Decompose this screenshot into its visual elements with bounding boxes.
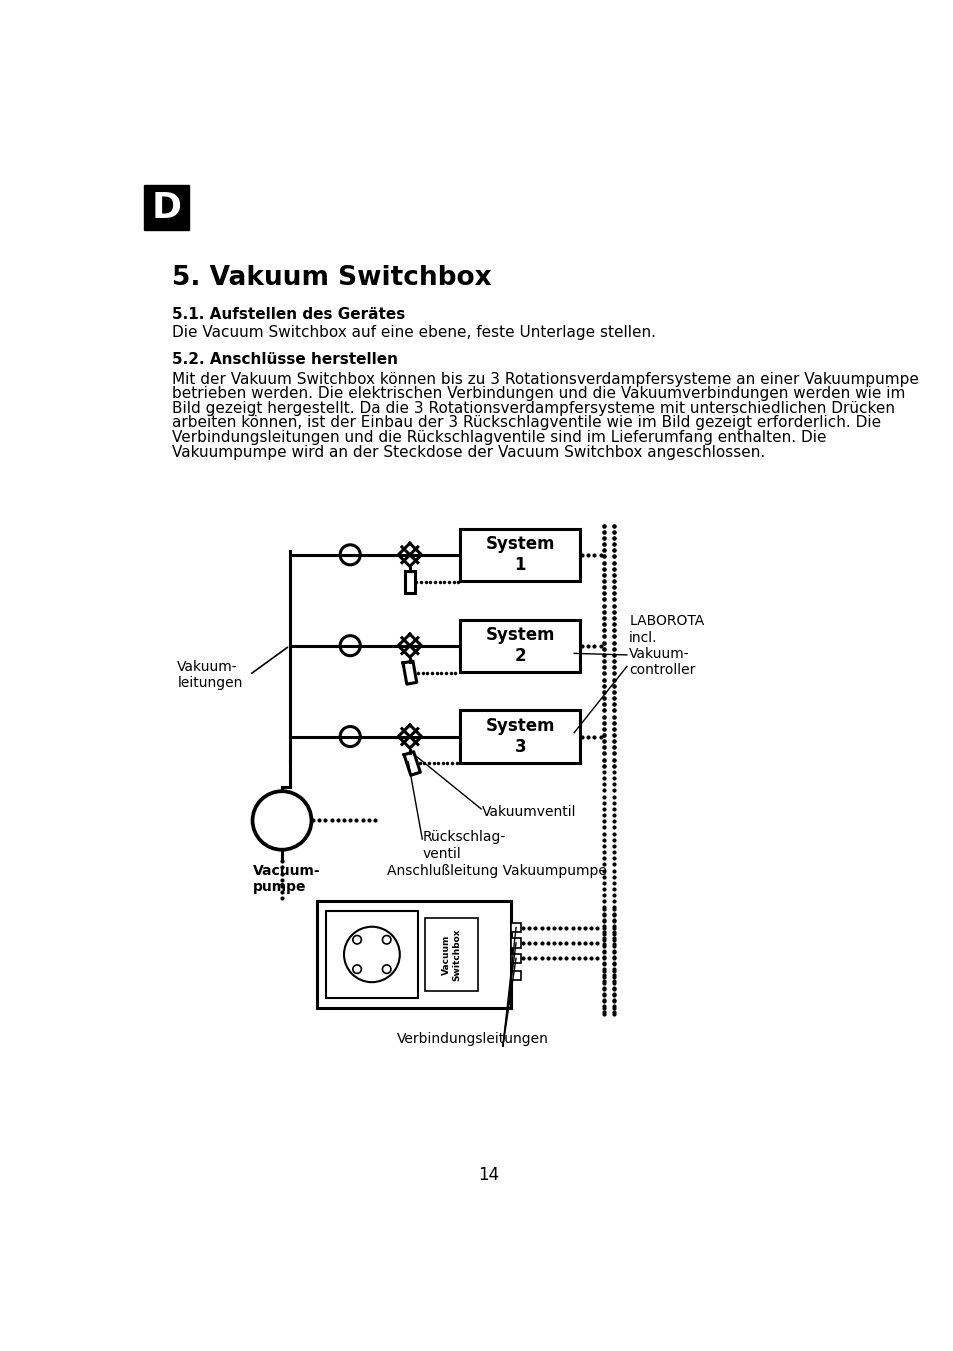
FancyBboxPatch shape xyxy=(144,185,189,230)
Text: D: D xyxy=(152,190,181,224)
Text: Vakuumventil: Vakuumventil xyxy=(481,805,576,819)
Text: System
1: System 1 xyxy=(485,535,555,574)
Text: Vakuum-
leitungen: Vakuum- leitungen xyxy=(177,659,242,690)
FancyBboxPatch shape xyxy=(326,911,417,998)
Text: Vacuum-
pumpe: Vacuum- pumpe xyxy=(253,863,320,894)
FancyBboxPatch shape xyxy=(316,901,510,1008)
Text: 5.2. Anschlüsse herstellen: 5.2. Anschlüsse herstellen xyxy=(172,353,397,367)
FancyBboxPatch shape xyxy=(404,571,415,593)
FancyBboxPatch shape xyxy=(510,923,521,932)
Text: 14: 14 xyxy=(477,1166,499,1183)
Text: Vacuum
Switchbox: Vacuum Switchbox xyxy=(441,928,461,981)
Text: Verbindungsleitungen und die Rückschlagventile sind im Lieferumfang enthalten. D: Verbindungsleitungen und die Rückschlagv… xyxy=(172,430,825,444)
Text: System
3: System 3 xyxy=(485,717,555,757)
FancyBboxPatch shape xyxy=(510,939,521,947)
Text: Verbindungsleitungen: Verbindungsleitungen xyxy=(396,1032,548,1046)
FancyBboxPatch shape xyxy=(425,919,477,990)
Text: LABOROTA
incl.
Vakuum-
controller: LABOROTA incl. Vakuum- controller xyxy=(629,615,703,677)
FancyBboxPatch shape xyxy=(510,954,521,963)
Text: Bild gezeigt hergestellt. Da die 3 Rotationsverdampfersysteme mit unterschiedlic: Bild gezeigt hergestellt. Da die 3 Rotat… xyxy=(172,401,894,416)
FancyBboxPatch shape xyxy=(459,620,579,671)
Text: Anschlußleitung Vakuumpumpe: Anschlußleitung Vakuumpumpe xyxy=(386,865,606,878)
FancyBboxPatch shape xyxy=(510,970,521,979)
Text: Vakuumpumpe wird an der Steckdose der Vacuum Switchbox angeschlossen.: Vakuumpumpe wird an der Steckdose der Va… xyxy=(172,444,764,459)
FancyBboxPatch shape xyxy=(459,711,579,763)
FancyBboxPatch shape xyxy=(459,528,579,581)
Text: betrieben werden. Die elektrischen Verbindungen und die Vakuumverbindungen werde: betrieben werden. Die elektrischen Verbi… xyxy=(172,386,904,401)
Text: arbeiten können, ist der Einbau der 3 Rückschlagventile wie im Bild gezeigt erfo: arbeiten können, ist der Einbau der 3 Rü… xyxy=(172,416,881,431)
Text: Rückschlag-
ventil: Rückschlag- ventil xyxy=(422,831,506,861)
Text: 5.1. Aufstellen des Gerätes: 5.1. Aufstellen des Gerätes xyxy=(172,307,405,322)
Text: Die Vacuum Switchbox auf eine ebene, feste Unterlage stellen.: Die Vacuum Switchbox auf eine ebene, fes… xyxy=(172,326,656,340)
Text: 5. Vakuum Switchbox: 5. Vakuum Switchbox xyxy=(172,265,491,290)
Text: Mit der Vakuum Switchbox können bis zu 3 Rotationsverdampfersysteme an einer Vak: Mit der Vakuum Switchbox können bis zu 3… xyxy=(172,372,918,386)
Text: System
2: System 2 xyxy=(485,627,555,665)
